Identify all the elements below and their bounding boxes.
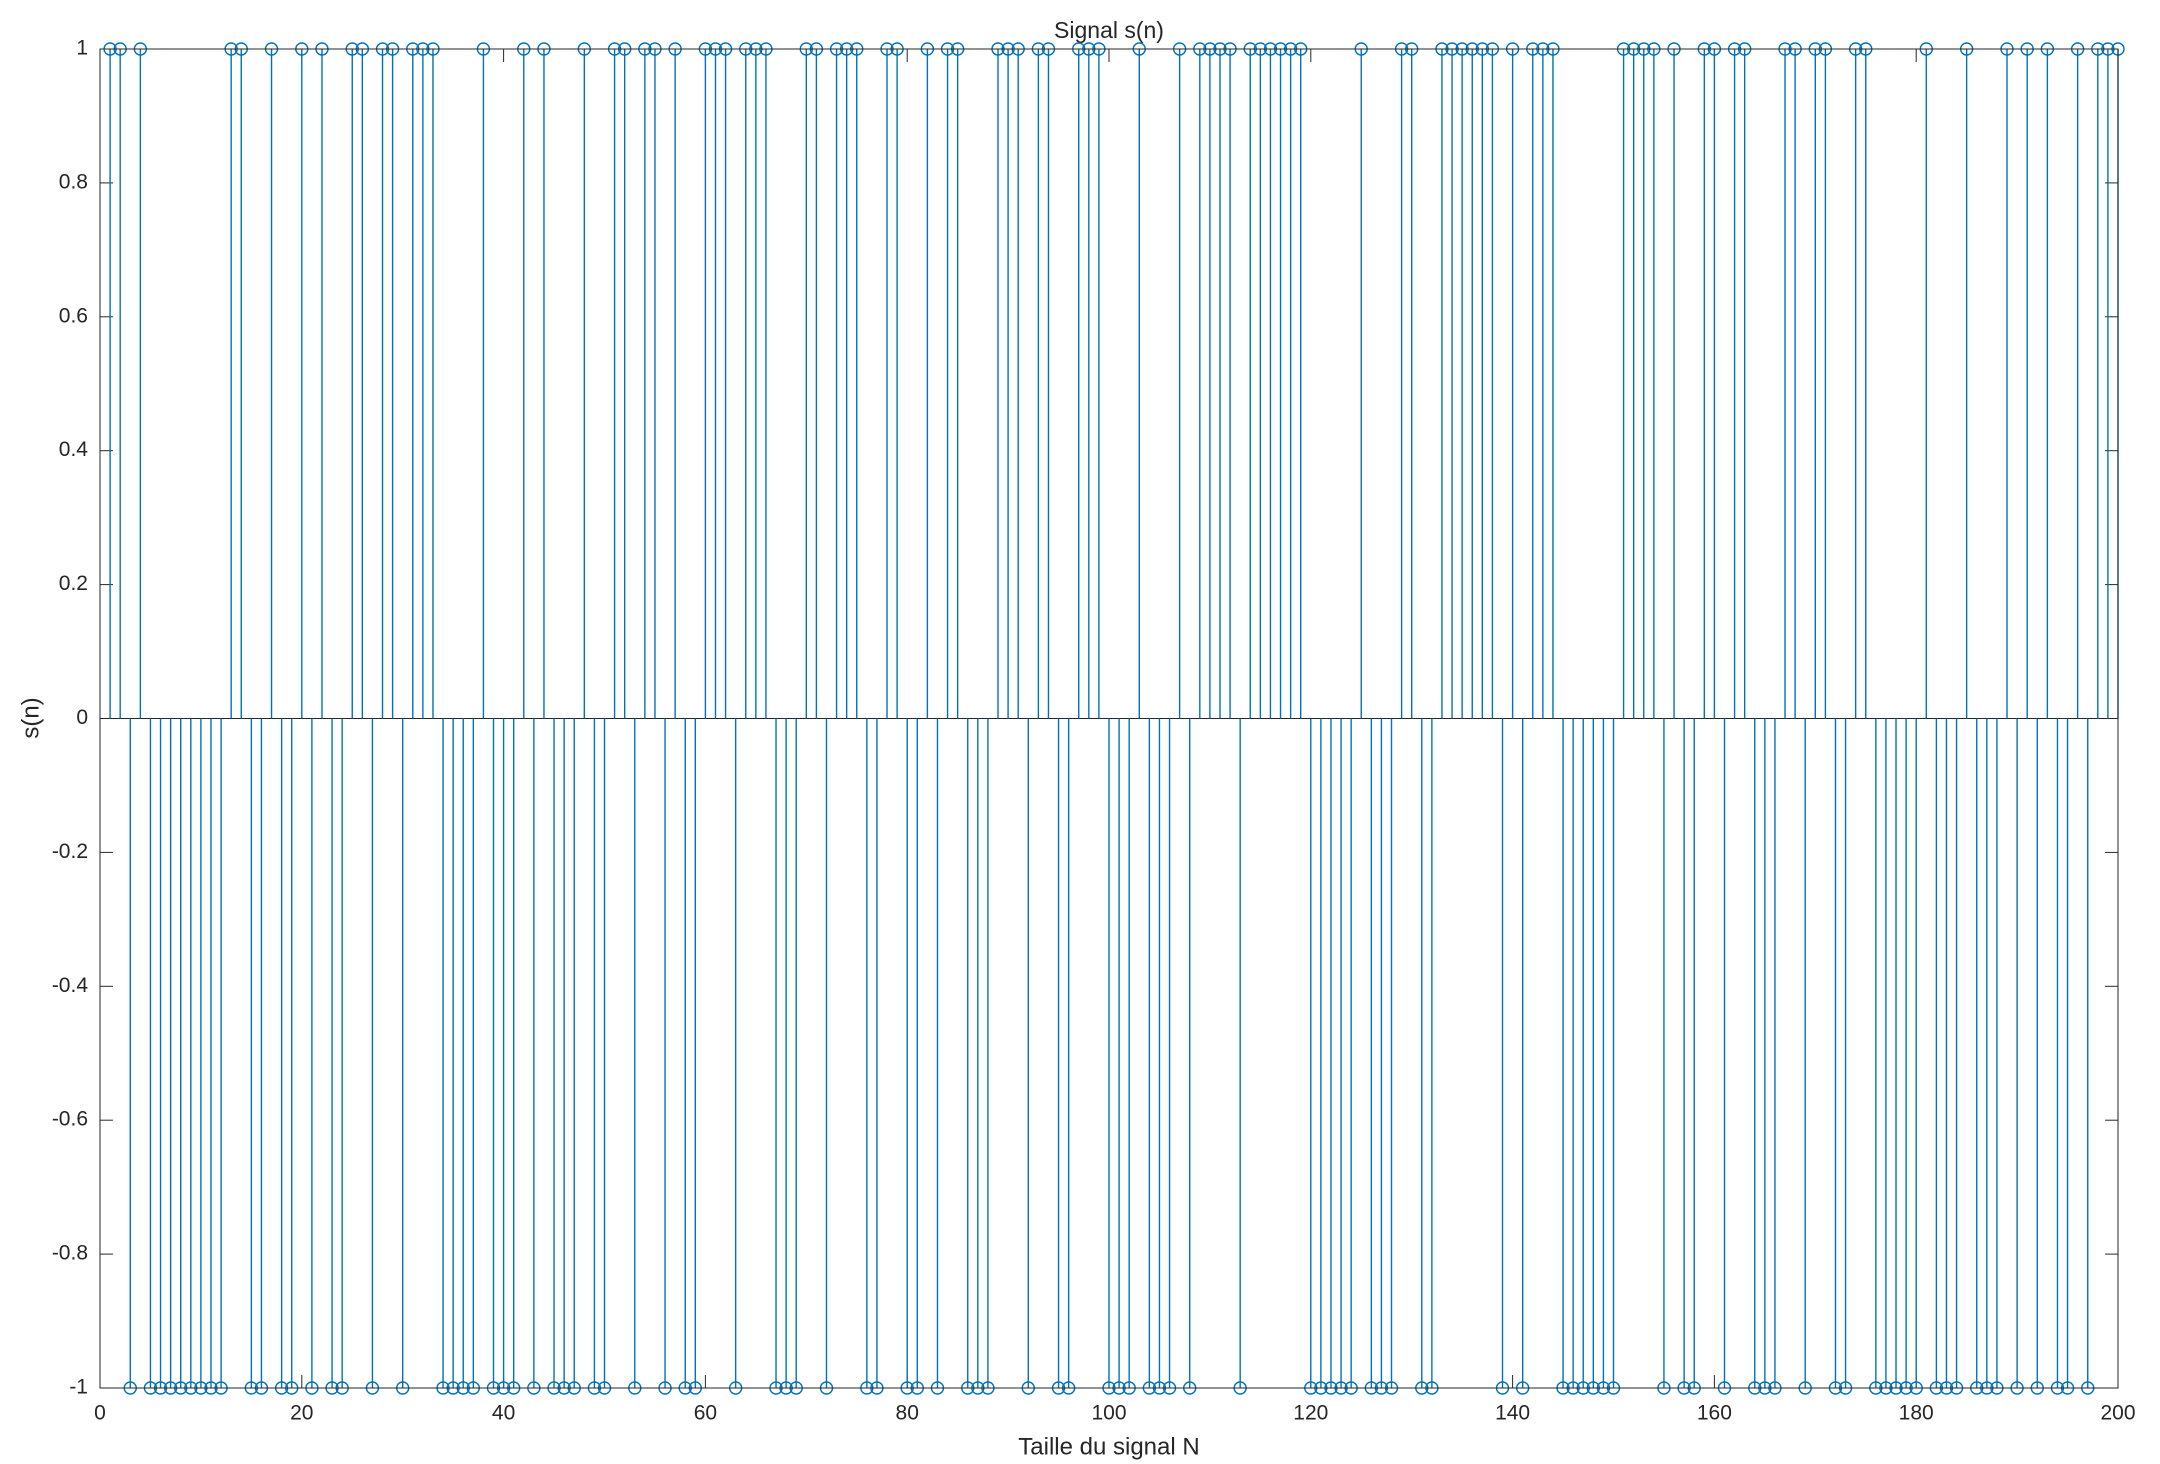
y-tick-label: 0.2 <box>59 572 88 595</box>
x-tick-label: 60 <box>694 1402 717 1425</box>
chart-title: Signal s(n) <box>1054 17 1164 43</box>
x-tick-label: 160 <box>1697 1402 1732 1425</box>
y-tick-label: 0 <box>76 706 88 729</box>
y-tick-label: 0.4 <box>59 438 89 461</box>
x-tick-label: 40 <box>492 1402 515 1425</box>
y-tick-label: -0.4 <box>52 974 89 997</box>
y-tick-label: 1 <box>76 37 88 60</box>
x-tick-label: 0 <box>94 1402 106 1425</box>
x-tick-label: 100 <box>1091 1402 1126 1425</box>
x-tick-label: 80 <box>896 1402 919 1425</box>
y-axis-label: s(n) <box>17 697 44 738</box>
x-axis-label: Taille du signal N <box>1018 1433 1199 1460</box>
x-tick-label: 200 <box>2100 1402 2135 1425</box>
y-tick-label: -1 <box>69 1376 88 1399</box>
x-tick-label: 120 <box>1293 1402 1328 1425</box>
axes-box <box>99 48 2119 1389</box>
y-tick-label: 0.8 <box>59 170 88 193</box>
y-tick-label: -0.8 <box>52 1242 88 1265</box>
y-tick-label: 0.6 <box>59 304 88 327</box>
x-tick-label: 20 <box>290 1402 313 1425</box>
x-tick-label: 180 <box>1899 1402 1934 1425</box>
x-tick-label: 140 <box>1495 1402 1530 1425</box>
y-tick-label: -0.2 <box>52 840 88 863</box>
y-tick-label: -0.6 <box>52 1108 88 1131</box>
